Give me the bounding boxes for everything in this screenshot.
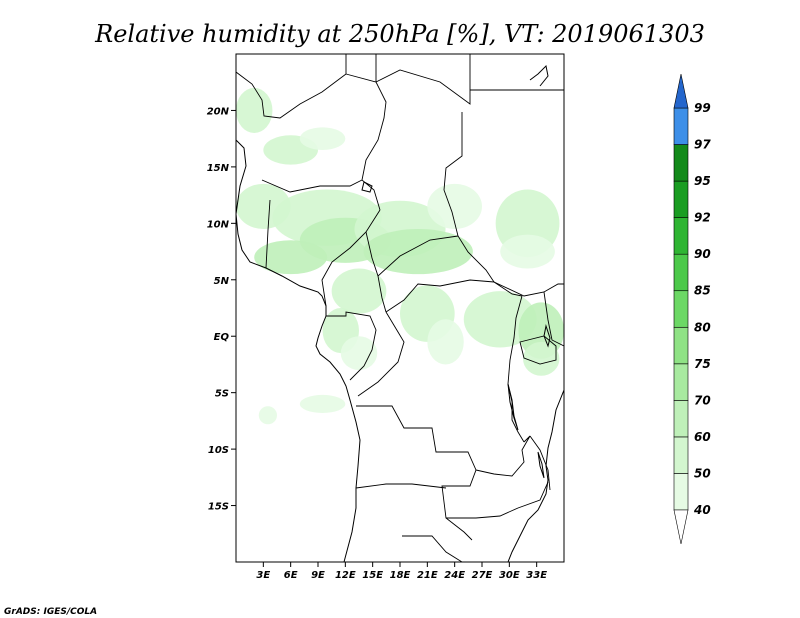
lat-tick-label-3: 5N	[214, 276, 230, 287]
lake-chad	[361, 181, 373, 193]
humidity-layer	[236, 87, 564, 425]
border-angola	[356, 405, 477, 541]
map-title: Relative humidity at 250hPa [%], VT: 201…	[94, 20, 705, 48]
lon-tick-label-7: 24E	[444, 570, 465, 581]
colorbar-bottom-arrow	[673, 509, 689, 545]
colorbar-segment-0	[673, 473, 689, 511]
lat-tick-label-2: 10N	[207, 219, 230, 230]
lake-tanganyika	[507, 383, 519, 431]
humidity-patch-14	[340, 336, 378, 371]
lon-tick-label-8: 27E	[472, 570, 493, 581]
border-sahel	[261, 179, 381, 211]
border-car-drc	[385, 279, 523, 313]
lon-tick-label-9: 30E	[499, 570, 520, 581]
country-borders	[236, 54, 564, 562]
border-gabon-congo	[326, 311, 377, 381]
colorbar-segment-2	[673, 400, 689, 438]
colorbar-top-arrow	[673, 73, 689, 109]
border-chad-sudan	[443, 112, 495, 283]
coastline-red-sea	[529, 64, 549, 87]
coastline-east-africa	[507, 389, 564, 562]
lon-tick-label-2: 9E	[311, 570, 325, 581]
colorbar-label-8: 92	[694, 211, 711, 225]
grads-credit: GrADS: IGES/COLA	[4, 607, 97, 617]
humidity-patch-21	[299, 394, 346, 413]
latitude-ticks: 20N 15N 10N 5N EQ 5S 10S 15S	[207, 106, 236, 513]
colorbar-segment-1	[673, 436, 689, 474]
colorbar-segment-6	[673, 253, 689, 292]
border-algeria-mali	[236, 54, 347, 119]
humidity-patch-12	[331, 268, 387, 314]
border-congo-drc	[357, 311, 405, 397]
border-nigeria	[265, 199, 271, 269]
colorbar-label-2: 60	[694, 430, 711, 444]
lon-tick-label-3: 12E	[335, 570, 356, 581]
colorbar-segment-10	[673, 107, 689, 145]
map-area: 20N 15N 10N 5N EQ 5S 10S 15S 3E 6E 9E 12E 15E 18E 21E…	[207, 53, 565, 581]
humidity-patch-0	[236, 87, 273, 134]
lon-tick-label-6: 21E	[417, 570, 438, 581]
colorbar-segment-5	[673, 290, 689, 328]
border-nigeria-cameroon	[321, 209, 381, 307]
colorbar-label-10: 97	[694, 138, 711, 152]
humidity-patch-16	[427, 319, 464, 365]
lake-malawi	[537, 451, 545, 479]
lat-tick-label-0: 20N	[207, 106, 230, 117]
lat-tick-label-1: 15N	[207, 163, 230, 174]
lon-tick-label-5: 18E	[390, 570, 411, 581]
humidity-patch-18	[518, 302, 564, 359]
humidity-patch-20	[258, 406, 277, 425]
border-car-sudan	[377, 235, 459, 277]
colorbar: 40 50 60 70 75 80 85 90 92 95 97 99	[673, 73, 711, 545]
colorbar-label-4: 75	[694, 357, 711, 371]
border-zambia-zimbabwe	[446, 481, 549, 519]
colorbar-segment-9	[673, 144, 689, 182]
lon-tick-label-0: 3E	[256, 570, 270, 581]
lat-tick-label-6: 10S	[208, 445, 229, 456]
colorbar-label-6: 85	[694, 284, 711, 298]
colorbar-label-11: 99	[694, 101, 711, 115]
humidity-patch-17	[463, 291, 537, 348]
lon-tick-label-1: 6E	[284, 570, 298, 581]
humidity-patch-2	[299, 127, 346, 150]
border-malawi	[529, 435, 551, 491]
lat-tick-label-5: 5S	[215, 389, 229, 400]
colorbar-segment-8	[673, 180, 689, 218]
longitude-ticks: 3E 6E 9E 12E 15E 18E 21E 24E 27E 30E 33E	[256, 562, 547, 581]
border-botswana	[402, 535, 463, 562]
colorbar-label-7: 90	[694, 247, 711, 261]
lon-tick-label-4: 15E	[362, 570, 383, 581]
colorbar-label-9: 95	[694, 174, 711, 188]
colorbar-label-5: 80	[694, 320, 711, 334]
colorbar-label-1: 50	[694, 466, 711, 480]
lat-tick-label-4: EQ	[214, 332, 230, 343]
humidity-patch-19	[523, 341, 560, 376]
colorbar-label-0: 40	[693, 503, 711, 517]
colorbar-label-3: 70	[694, 393, 711, 407]
border-libya-sudan	[375, 54, 471, 105]
humidity-patch-11	[500, 234, 555, 269]
border-uganda-kenya	[543, 291, 564, 347]
lat-tick-label-7: 15S	[208, 502, 229, 513]
humidity-patch-9	[427, 183, 482, 229]
lon-tick-label-10: 33E	[526, 570, 547, 581]
border-niger-chad	[361, 81, 387, 181]
humidity-patch-8	[363, 228, 473, 275]
humidity-patch-6	[254, 240, 328, 275]
lake-turkana	[543, 324, 551, 348]
border-angola-namibia	[355, 483, 447, 489]
colorbar-segment-4	[673, 326, 689, 365]
colorbar-segment-7	[673, 217, 689, 255]
colorbar-segment-3	[673, 363, 689, 401]
